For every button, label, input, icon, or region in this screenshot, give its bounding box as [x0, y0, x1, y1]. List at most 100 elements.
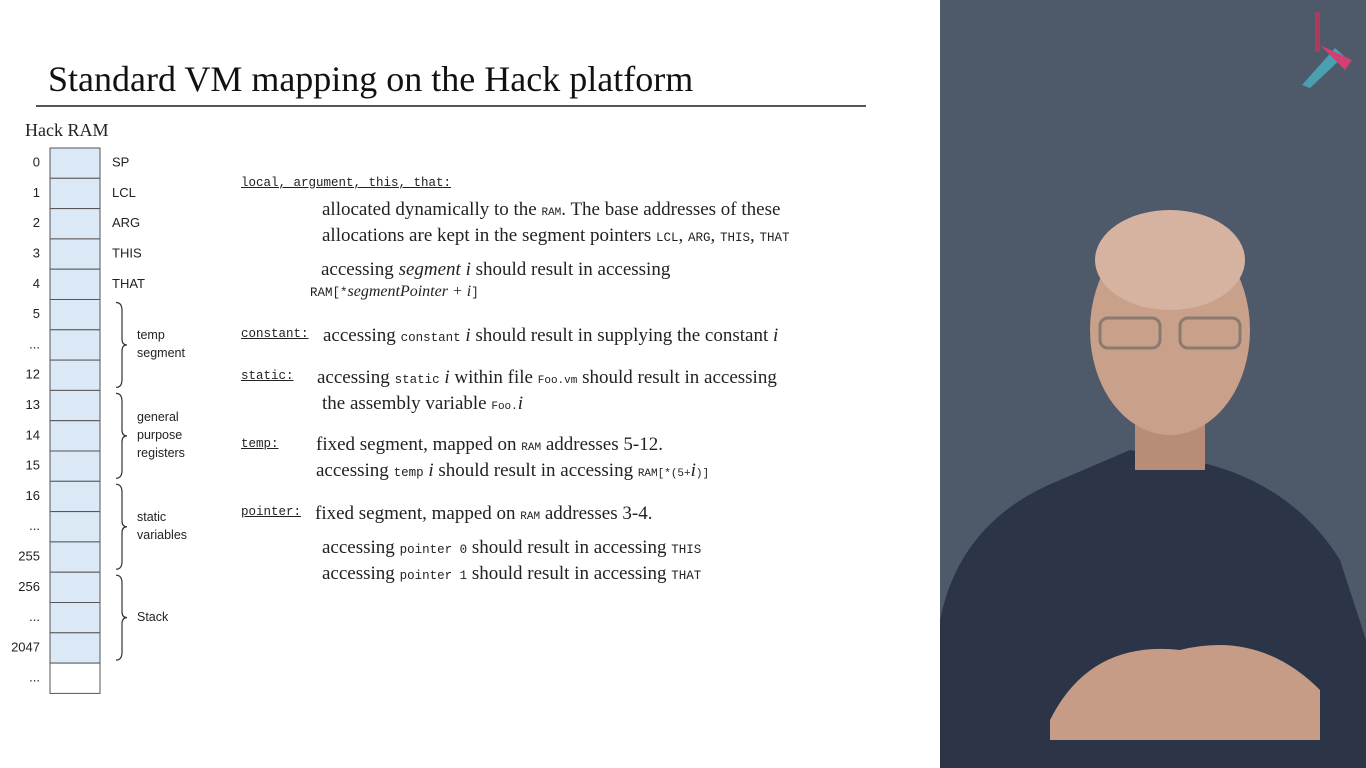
text-line: accessing temp i should result in access…: [316, 460, 709, 482]
text: fixed segment, mapped on: [316, 434, 522, 455]
ram-cell: [49, 420, 101, 452]
text-line: accessing static i within file Foo.vm sh…: [317, 367, 777, 389]
text: should result in supplying the constant: [470, 325, 774, 346]
text: accessing: [323, 325, 401, 346]
group-label: static: [137, 510, 166, 524]
text: segmentPointer + i: [347, 283, 472, 300]
text-line: fixed segment, mapped on RAM addresses 3…: [315, 503, 652, 525]
ram-cell: [49, 602, 101, 634]
address-label: 4: [33, 276, 40, 291]
ram-cell: [49, 147, 101, 179]
group-label: variables: [137, 528, 187, 542]
address-label: ...: [29, 670, 40, 685]
text: constant: [400, 331, 461, 345]
text: Foo.vm: [537, 375, 578, 387]
presenter-video: [940, 0, 1366, 768]
ram-cell: [49, 238, 101, 270]
text: ARG: [688, 231, 711, 245]
ram-cell: [49, 541, 101, 573]
text: addresses 5-12.: [541, 434, 663, 455]
address-label: ...: [29, 609, 40, 624]
text: accessing: [322, 537, 400, 558]
text: RAM: [521, 442, 542, 454]
brace: [115, 574, 128, 661]
address-label: 3: [33, 245, 40, 260]
group-label: purpose: [137, 428, 182, 442]
text: THAT: [671, 569, 702, 583]
section-name: static:: [241, 369, 294, 383]
ram-cell: [49, 632, 101, 664]
text: ,: [678, 225, 688, 246]
text: should result in accessing: [467, 537, 672, 558]
slide-title: Standard VM mapping on the Hack platform: [48, 59, 694, 99]
slide: Standard VM mapping on the Hack platform…: [11, 59, 866, 694]
text: )]: [695, 468, 710, 480]
text: RAM[*(5+: [637, 468, 691, 480]
group-label: Stack: [137, 610, 169, 624]
text-line: fixed segment, mapped on RAM addresses 5…: [316, 434, 663, 456]
text: THIS: [671, 543, 702, 557]
ram-cell: [49, 359, 101, 391]
text: i: [517, 393, 524, 414]
address-label: 256: [18, 579, 40, 594]
text: i: [690, 460, 696, 481]
pointer-label: ARG: [112, 215, 140, 230]
text: should result in accessing: [467, 563, 672, 584]
text-line: accessing pointer 0 should result in acc…: [322, 537, 701, 559]
text: i: [439, 367, 450, 388]
text: should result in accessing: [470, 259, 671, 280]
text: RAM: [520, 511, 541, 523]
text: temp: [393, 466, 424, 480]
ram-cell: [49, 389, 101, 422]
text: RAM[*: [310, 286, 348, 300]
text: accessing: [321, 259, 399, 280]
text: allocated dynamically to the: [322, 199, 542, 220]
pointer-label: SP: [112, 155, 129, 170]
text: accessing: [317, 367, 395, 388]
ram-cell: [49, 511, 101, 543]
text-line: the assembly variable Foo.i: [322, 393, 523, 415]
address-label: 15: [26, 458, 40, 473]
text: ,: [750, 225, 760, 246]
text: i: [423, 460, 434, 481]
address-label: 0: [33, 155, 40, 170]
text: i: [773, 325, 779, 346]
section-name: local, argument, this, that:: [241, 176, 452, 190]
ram-diagram: Hack RAM 012345...1213141516...255256...…: [11, 120, 187, 694]
address-label: ...: [29, 336, 40, 351]
brace: [115, 392, 128, 479]
text: should result in accessing: [577, 367, 777, 388]
text: static: [394, 373, 440, 387]
title-rule: [36, 105, 866, 107]
text: Foo.: [491, 401, 518, 413]
section-name: constant:: [241, 327, 309, 341]
pointer-label: LCL: [112, 185, 136, 200]
text: . The base addresses of these: [561, 199, 781, 220]
ram-cell: [49, 571, 101, 604]
ram-cell: [49, 299, 101, 331]
text: the assembly variable: [322, 393, 492, 414]
text: pointer 1: [399, 569, 468, 583]
text: accessing: [322, 563, 400, 584]
text-line: accessing constant i should result in su…: [323, 325, 778, 347]
ram-cell: [49, 329, 101, 361]
group-label: segment: [137, 346, 185, 360]
address-label: ...: [29, 518, 40, 533]
text: addresses 3-4.: [540, 503, 653, 524]
ram-cell: [49, 268, 101, 301]
address-label: 14: [26, 427, 40, 442]
text: i: [460, 325, 471, 346]
text: LCL: [655, 231, 679, 245]
group-label: registers: [137, 446, 185, 460]
group-label: general: [137, 410, 179, 424]
text: THIS: [720, 231, 751, 245]
presenter: [940, 210, 1366, 768]
pointer-label: THAT: [112, 276, 145, 291]
text: THAT: [759, 231, 790, 245]
address-label: 2: [33, 215, 40, 230]
ram-cell: [49, 177, 101, 210]
logo: [1302, 12, 1352, 88]
address-label: 255: [18, 548, 40, 563]
text: RAM: [541, 207, 562, 219]
